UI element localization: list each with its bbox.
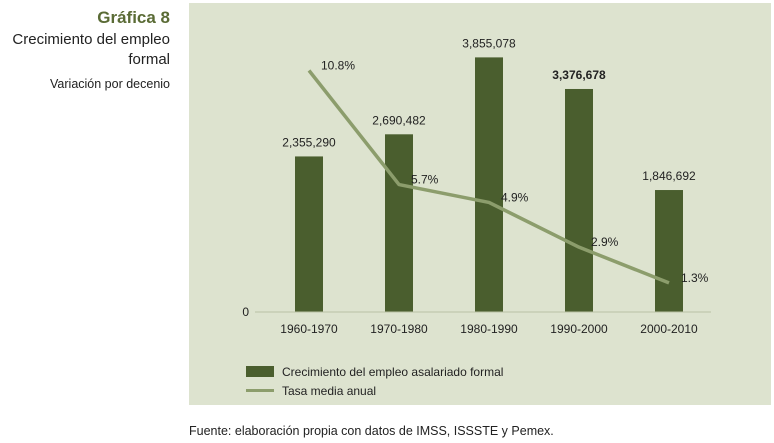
line-value-label-3: 4.9% bbox=[501, 190, 529, 204]
legend-item-bars: Crecimiento del empleo asalariado formal bbox=[246, 362, 503, 381]
bar-5 bbox=[655, 190, 683, 312]
bar-value-label-2: 2,690,482 bbox=[372, 113, 426, 127]
line-value-label-1: 10.8% bbox=[321, 58, 355, 72]
line-series-tasa bbox=[307, 69, 670, 285]
chart-subtitle-line2: formal bbox=[128, 51, 170, 68]
chart-title: Gráfica 8 bbox=[97, 8, 170, 27]
legend-label-bars: Crecimiento del empleo asalariado formal bbox=[282, 364, 504, 379]
bar-value-label-4: 3,376,678 bbox=[552, 68, 606, 82]
x-axis-tick-label-2: 1970-1980 bbox=[370, 322, 428, 336]
x-axis-tick-label-5: 2000-2010 bbox=[640, 322, 698, 336]
line-value-label-2: 5.7% bbox=[411, 173, 439, 187]
x-axis-tick-label-1: 1960-1970 bbox=[280, 322, 338, 336]
bar-value-label-1: 2,355,290 bbox=[282, 135, 336, 149]
legend-swatch-bars bbox=[246, 366, 274, 377]
source-note: Fuente: elaboración propia con datos de … bbox=[189, 424, 554, 438]
bar-value-label-5: 1,846,692 bbox=[642, 169, 696, 183]
bar-4 bbox=[565, 88, 593, 312]
bar-value-label-3: 3,855,078 bbox=[462, 36, 516, 50]
bar-3 bbox=[475, 57, 503, 313]
chart-legend: Crecimiento del empleo asalariado formal… bbox=[246, 362, 503, 400]
y-axis-tick-label: 0 bbox=[242, 305, 249, 319]
legend-swatch-line bbox=[246, 389, 274, 392]
chart-heading: Gráfica 8 Crecimiento del empleo formal … bbox=[0, 8, 170, 92]
legend-item-line: Tasa media anual bbox=[246, 381, 503, 400]
chart-svg: 0 2,355,290 2,690,482 3,855,078 3,376,678 1,8… bbox=[242, 36, 711, 336]
x-axis-tick-label-3: 1980-1990 bbox=[460, 322, 518, 336]
chart-subtitle-line1: Crecimiento del empleo bbox=[12, 31, 170, 48]
line-value-label-4: 2.9% bbox=[591, 235, 619, 249]
chart-panel: 0 2,355,290 2,690,482 3,855,078 3,376,678 1,8… bbox=[189, 3, 771, 405]
line-value-label-5: 1.3% bbox=[681, 271, 709, 285]
bar-1 bbox=[295, 156, 323, 312]
legend-label-line: Tasa media anual bbox=[282, 383, 377, 398]
x-axis-tick-label-4: 1990-2000 bbox=[550, 322, 608, 336]
bar-2 bbox=[385, 134, 413, 312]
chart-caption: Variación por decenio bbox=[50, 77, 170, 91]
